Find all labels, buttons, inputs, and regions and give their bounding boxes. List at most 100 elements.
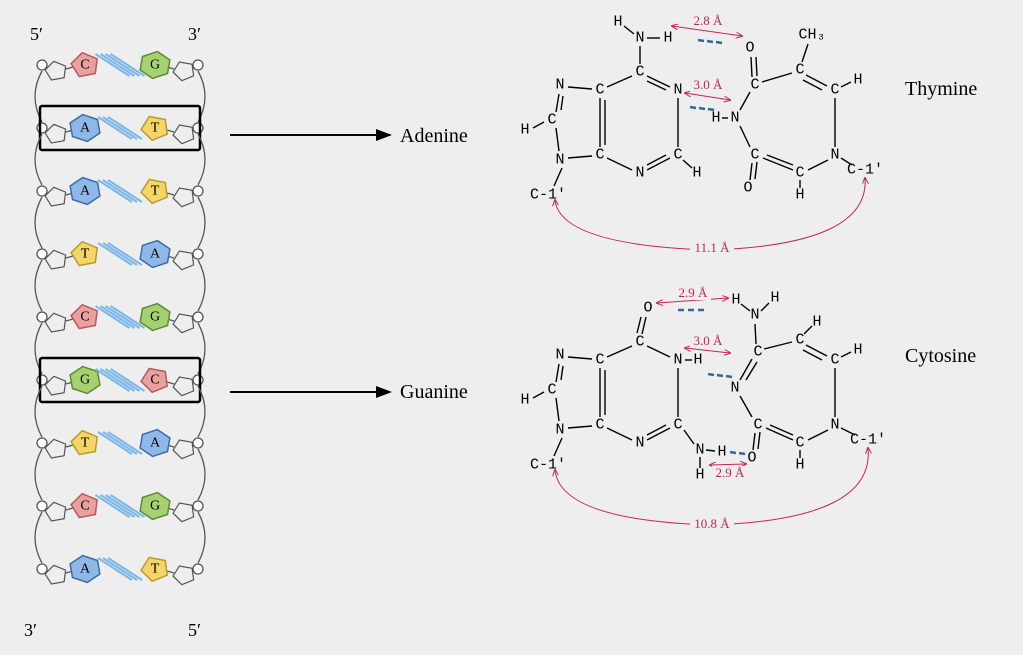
svg-text:H: H (795, 457, 804, 474)
three-prime-top: 3′ (188, 24, 201, 44)
svg-text:N: N (555, 422, 564, 439)
svg-text:N: N (555, 77, 564, 94)
svg-text:H: H (663, 30, 672, 47)
svg-text:G: G (150, 58, 160, 73)
svg-text:H: H (853, 72, 862, 89)
svg-text:H: H (520, 392, 529, 409)
thymine-label: Thymine (905, 78, 977, 100)
svg-text:C: C (795, 332, 804, 349)
svg-text:A: A (150, 436, 161, 451)
svg-text:T: T (151, 562, 160, 577)
svg-text:O: O (747, 450, 756, 467)
dna-helix: 5′ 3′ 3′ 5′ CGATATTACGGCTACGAT (24, 24, 205, 640)
svg-text:C: C (830, 352, 839, 369)
svg-text:C: C (547, 112, 556, 129)
svg-text:G: G (150, 310, 160, 325)
svg-text:2.8 Å: 2.8 Å (694, 13, 724, 28)
svg-text:C: C (595, 417, 604, 434)
base-pair: GC (35, 323, 205, 402)
svg-text:A: A (80, 184, 91, 199)
svg-text:T: T (151, 121, 160, 136)
svg-text:C: C (150, 373, 159, 388)
svg-text:N: N (635, 165, 644, 182)
at-dimensions: 2.8 Å 3.0 Å 11.1 Å (555, 13, 865, 256)
svg-text:O: O (643, 300, 652, 317)
svg-text:C-1′: C-1′ (847, 162, 883, 179)
svg-text:10.8 Å: 10.8 Å (694, 516, 730, 531)
five-prime-top: 5′ (30, 24, 43, 44)
svg-text:N: N (730, 380, 739, 397)
base-pair: CG (37, 52, 203, 81)
svg-text:T: T (151, 184, 160, 199)
base-pair: TA (35, 386, 205, 459)
svg-text:C-1′: C-1′ (530, 457, 566, 474)
adenine-label: Adenine (400, 125, 468, 147)
svg-text:H: H (520, 122, 529, 139)
thymine-structure: O C N H C O C CH₃ C H N C H C-1′ (711, 27, 883, 204)
svg-text:H: H (693, 352, 702, 369)
svg-text:C: C (673, 147, 682, 164)
svg-text:H: H (853, 342, 862, 359)
svg-text:C: C (795, 62, 804, 79)
svg-text:N: N (635, 30, 644, 47)
base-pair: AT (35, 512, 205, 585)
svg-text:C: C (595, 82, 604, 99)
svg-text:C: C (795, 165, 804, 182)
svg-text:C: C (673, 417, 682, 434)
svg-text:N: N (830, 147, 839, 164)
svg-text:11.1 Å: 11.1 Å (695, 240, 731, 255)
svg-text:N: N (635, 435, 644, 452)
svg-text:G: G (80, 373, 90, 388)
svg-text:A: A (150, 247, 161, 262)
svg-text:A: A (80, 121, 91, 136)
svg-text:C: C (595, 352, 604, 369)
svg-text:C: C (80, 499, 89, 514)
svg-text:C: C (753, 417, 762, 434)
svg-text:C: C (635, 334, 644, 351)
svg-text:H: H (812, 314, 821, 331)
five-prime-bottom: 5′ (188, 620, 201, 640)
gc-base-pair-detail: H C N N C-1′ C C C N N C O H N H H (520, 285, 886, 532)
svg-text:3.0 Å: 3.0 Å (694, 333, 724, 348)
svg-text:2.9 Å: 2.9 Å (679, 285, 709, 300)
svg-text:C: C (595, 147, 604, 164)
adenine-structure: H C N N C-1′ C C C N N C H N H H (520, 14, 701, 204)
svg-text:H: H (692, 165, 701, 182)
svg-text:N: N (673, 352, 682, 369)
svg-text:H: H (613, 14, 622, 31)
svg-text:N: N (730, 110, 739, 127)
svg-text:N: N (555, 152, 564, 169)
at-hbonds (690, 40, 722, 110)
svg-text:N: N (695, 442, 704, 459)
guanine-label: Guanine (400, 381, 468, 403)
svg-text:C: C (547, 382, 556, 399)
base-pair: AT (35, 134, 205, 207)
guanine-structure: H C N N C-1′ C C C N N C O H N H H (520, 300, 726, 484)
svg-text:C: C (635, 64, 644, 81)
at-base-pair-detail: H C N N C-1′ C C C N N C H N H H (520, 13, 883, 256)
base-pair: CG (35, 260, 205, 333)
svg-text:2.9 Å: 2.9 Å (716, 465, 746, 480)
svg-text:CH₃: CH₃ (798, 27, 825, 44)
svg-text:H: H (770, 290, 779, 307)
base-pair: AT (35, 71, 205, 150)
svg-text:H: H (695, 467, 704, 484)
svg-text:A: A (80, 562, 91, 577)
svg-text:C: C (80, 310, 89, 325)
svg-text:O: O (745, 40, 754, 57)
svg-text:N: N (555, 347, 564, 364)
svg-text:C: C (80, 58, 89, 73)
cytosine-label: Cytosine (905, 345, 976, 367)
svg-text:O: O (743, 180, 752, 197)
base-pair: TA (35, 197, 205, 270)
svg-text:N: N (750, 307, 759, 324)
svg-text:C: C (795, 435, 804, 452)
svg-text:3.0 Å: 3.0 Å (694, 77, 724, 92)
svg-text:C-1′: C-1′ (850, 432, 886, 449)
svg-text:C: C (753, 344, 762, 361)
svg-text:H: H (731, 292, 740, 309)
cytosine-structure: N H H C N C O C H C H N C H C-1′ (730, 290, 886, 474)
svg-text:G: G (150, 499, 160, 514)
svg-text:C: C (750, 147, 759, 164)
svg-text:C: C (750, 77, 759, 94)
